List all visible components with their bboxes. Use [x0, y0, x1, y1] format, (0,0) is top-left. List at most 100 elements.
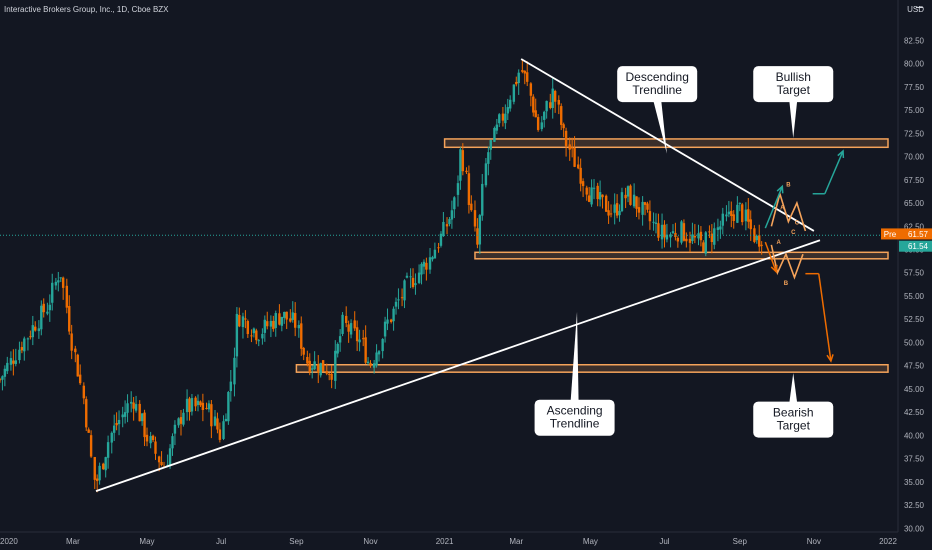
x-tick-label: Jul: [216, 537, 226, 546]
candle-body: [420, 263, 423, 275]
candle-body: [422, 261, 426, 267]
candle-body: [445, 224, 449, 227]
candle-body: [300, 323, 303, 349]
candle-body: [643, 202, 647, 205]
candle-body: [140, 413, 144, 422]
candle-body: [609, 213, 613, 215]
candle-body: [568, 144, 571, 150]
candle-body: [618, 210, 621, 216]
candle-body: [366, 361, 370, 364]
premarket-badge: Pre 61.57: [881, 228, 932, 240]
bullish-wave-path: [770, 190, 807, 232]
y-tick-label: 75.00: [904, 106, 925, 115]
candle-body: [65, 285, 69, 308]
x-tick-label: Mar: [66, 537, 80, 546]
callout-pointer: [789, 373, 798, 404]
candle-body: [227, 392, 230, 422]
candle-body: [145, 434, 149, 442]
candle-body: [233, 357, 236, 385]
candle-body: [534, 110, 537, 118]
candle-body: [493, 127, 496, 142]
trendline: [95, 239, 821, 492]
candle-body: [526, 72, 529, 82]
candle-body: [581, 181, 585, 187]
y-tick-label: 55.00: [904, 292, 925, 301]
candle-body: [425, 262, 428, 270]
candle-body: [199, 401, 202, 406]
x-tick-label: Sep: [289, 537, 304, 546]
candle-body: [87, 429, 90, 433]
candle-body: [433, 249, 437, 259]
candle-body: [428, 257, 432, 270]
candles-layer: [0, 58, 763, 493]
candle-body: [758, 235, 761, 247]
x-tick-label: Nov: [807, 537, 821, 546]
candle-body: [46, 311, 49, 314]
candle-body: [23, 338, 26, 352]
candle-body: [321, 360, 325, 372]
candle-body: [291, 312, 294, 320]
callout-text: Trendline: [632, 83, 682, 97]
candle-body: [540, 122, 543, 130]
candle-body: [506, 107, 509, 114]
candle-body: [263, 319, 267, 333]
candle-body: [394, 301, 398, 307]
candle-body: [244, 318, 247, 320]
wave-label: C: [795, 221, 800, 227]
candle-body: [397, 299, 400, 301]
candle-body: [26, 338, 30, 340]
candle-body: [648, 211, 652, 222]
time-axis-ticks[interactable]: 2020 Mar May Jul Sep Nov 2021 Mar May Jul Sep Nov 20…: [0, 537, 897, 546]
candle-body: [126, 403, 129, 413]
candle-body: [61, 277, 65, 288]
candle-body: [669, 234, 672, 238]
candle-body: [400, 297, 404, 299]
candle-body: [481, 183, 484, 216]
candle-body: [82, 385, 86, 399]
candle-body: [278, 313, 281, 325]
candle-body: [306, 356, 309, 364]
callout-box: [753, 66, 834, 103]
y-tick-label: 37.50: [904, 455, 925, 464]
candle-body: [732, 214, 735, 221]
candle-body: [624, 194, 627, 199]
candle-body: [257, 340, 260, 342]
candle-body: [325, 370, 328, 374]
candle-body: [730, 210, 733, 217]
callout-text: Descending: [626, 70, 689, 84]
candle-body: [487, 152, 490, 164]
candle-body: [308, 360, 311, 373]
candle-body: [266, 321, 269, 327]
candle-body: [744, 209, 748, 222]
bearish-arrow: [764, 241, 777, 273]
candle-body: [302, 348, 305, 355]
candle-body: [29, 336, 32, 338]
y-tick-label: 65.00: [904, 199, 925, 208]
callout-pointer: [789, 100, 798, 139]
candle-body: [235, 313, 239, 357]
candle-body: [216, 418, 219, 430]
candle-body: [34, 326, 37, 331]
candle-body: [688, 238, 692, 243]
candle-body: [347, 324, 350, 332]
price-axis-panel[interactable]: [898, 0, 932, 550]
candle-body: [18, 349, 21, 361]
candle-body: [579, 167, 582, 184]
candle-body: [255, 330, 258, 341]
candle-body: [702, 242, 705, 252]
candle-body: [536, 117, 540, 130]
candle-body: [459, 149, 462, 181]
candle-body: [252, 328, 256, 334]
candle-body: [682, 223, 686, 241]
candle-body: [414, 283, 417, 286]
candle-body: [319, 362, 322, 376]
candle-body: [713, 228, 716, 245]
candle-body: [224, 418, 228, 422]
candle-body: [431, 257, 434, 260]
bullish-arrow-head: [837, 149, 845, 159]
candle-body: [439, 233, 443, 246]
candle-body: [392, 308, 395, 322]
candle-body: [495, 124, 499, 131]
